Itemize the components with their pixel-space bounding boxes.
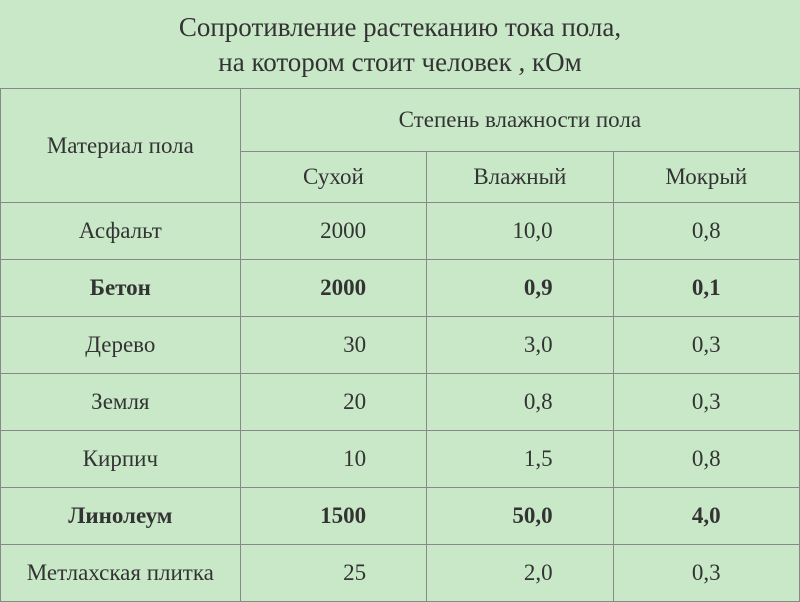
cell-dry: 20 [240,374,426,431]
table-row: Асфальт 2000 10,0 0,8 [1,203,800,260]
cell-wet: 4,0 [613,488,799,545]
cell-damp: 10,0 [427,203,613,260]
table-title: Сопротивление растеканию тока пола, на к… [0,0,800,88]
table-row: Бетон 2000 0,9 0,1 [1,260,800,317]
cell-material: Асфальт [1,203,241,260]
table-row: Дерево 30 3,0 0,3 [1,317,800,374]
cell-wet: 0,8 [613,203,799,260]
cell-damp: 2,0 [427,545,613,602]
cell-dry: 10 [240,431,426,488]
cell-damp: 1,5 [427,431,613,488]
cell-dry: 2000 [240,260,426,317]
cell-material: Бетон [1,260,241,317]
header-material: Материал пола [1,89,241,203]
table-row: Линолеум 1500 50,0 4,0 [1,488,800,545]
title-line-1: Сопротивление растеканию тока пола, [179,12,621,42]
cell-damp: 50,0 [427,488,613,545]
cell-dry: 25 [240,545,426,602]
title-unit: кОм [532,47,582,77]
title-line-2: на котором стоит человек [218,47,512,77]
cell-material: Линолеум [1,488,241,545]
cell-material: Дерево [1,317,241,374]
cell-wet: 0,1 [613,260,799,317]
subheader-damp: Влажный [427,152,613,203]
cell-wet: 0,8 [613,431,799,488]
cell-wet: 0,3 [613,374,799,431]
cell-material: Кирпич [1,431,241,488]
cell-wet: 0,3 [613,317,799,374]
table-row: Кирпич 10 1,5 0,8 [1,431,800,488]
cell-material: Земля [1,374,241,431]
cell-dry: 2000 [240,203,426,260]
cell-wet: 0,3 [613,545,799,602]
table-row: Земля 20 0,8 0,3 [1,374,800,431]
subheader-dry: Сухой [240,152,426,203]
header-moisture: Степень влажности пола [240,89,799,152]
cell-material: Метлахская плитка [1,545,241,602]
cell-damp: 0,8 [427,374,613,431]
cell-dry: 30 [240,317,426,374]
resistance-table: Материал пола Степень влажности пола Сух… [0,88,800,602]
cell-damp: 3,0 [427,317,613,374]
subheader-wet: Мокрый [613,152,799,203]
cell-dry: 1500 [240,488,426,545]
table-body: Асфальт 2000 10,0 0,8 Бетон 2000 0,9 0,1… [1,203,800,602]
table-row: Метлахская плитка 25 2,0 0,3 [1,545,800,602]
title-comma: , [519,47,526,77]
cell-damp: 0,9 [427,260,613,317]
